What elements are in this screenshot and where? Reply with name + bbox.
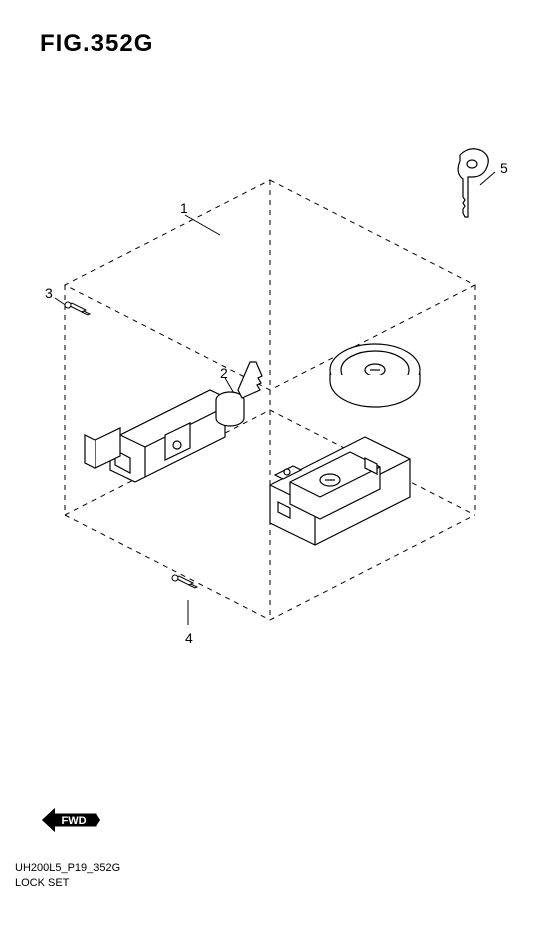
figure-title: FIG.352G: [40, 30, 153, 58]
exploded-diagram: 1 2 3 4 5: [20, 100, 520, 750]
part-screw-lower: [172, 575, 197, 588]
callout-5: 5: [500, 160, 508, 176]
part-fuel-cap: [330, 344, 420, 407]
part-seat-lock: [270, 437, 410, 545]
footer-name: LOCK SET: [15, 876, 120, 890]
callout-4: 4: [185, 630, 193, 646]
figure-footer: UH200L5_P19_352G LOCK SET: [15, 861, 120, 890]
callout-3: 3: [45, 285, 53, 301]
fwd-label: FWD: [61, 815, 86, 827]
callout-2: 2: [220, 365, 228, 381]
fwd-direction-icon: FWD: [40, 805, 100, 835]
part-key: [458, 149, 488, 217]
footer-code: UH200L5_P19_352G: [15, 861, 120, 875]
callout-1: 1: [180, 200, 188, 216]
part-steering-lock: [85, 362, 262, 482]
part-screw-upper: [65, 302, 90, 315]
parts-illustration: [20, 100, 520, 750]
